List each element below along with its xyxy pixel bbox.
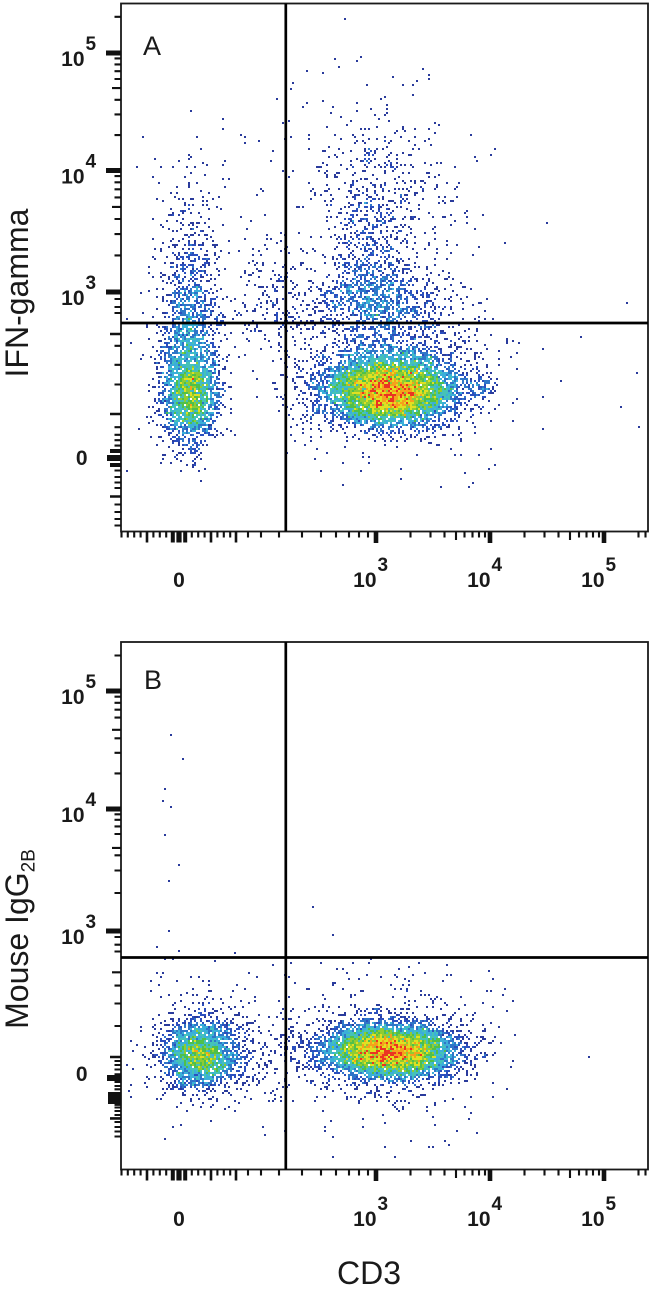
svg-text:10: 10 — [61, 926, 84, 949]
svg-text:10: 10 — [353, 569, 376, 592]
svg-text:5: 5 — [86, 34, 97, 55]
svg-text:10: 10 — [467, 1208, 490, 1231]
svg-text:0: 0 — [173, 569, 185, 592]
svg-text:4: 4 — [86, 152, 97, 173]
svg-text:A: A — [143, 31, 161, 61]
svg-text:5: 5 — [606, 555, 617, 576]
svg-text:B: B — [144, 665, 162, 695]
svg-text:10: 10 — [581, 1208, 604, 1231]
svg-text:CD3: CD3 — [337, 1255, 401, 1291]
svg-text:10: 10 — [61, 804, 84, 827]
svg-text:3: 3 — [378, 555, 389, 576]
svg-text:10: 10 — [581, 569, 604, 592]
svg-text:0: 0 — [76, 447, 88, 470]
svg-text:3: 3 — [378, 1194, 389, 1215]
svg-text:10: 10 — [467, 569, 490, 592]
svg-text:4: 4 — [492, 1194, 503, 1215]
svg-text:0: 0 — [173, 1208, 185, 1231]
svg-text:IFN-gamma: IFN-gamma — [0, 208, 35, 377]
svg-text:10: 10 — [61, 166, 84, 189]
svg-text:0: 0 — [76, 1063, 88, 1086]
svg-text:10: 10 — [353, 1208, 376, 1231]
svg-text:10: 10 — [61, 287, 84, 310]
svg-text:4: 4 — [492, 555, 503, 576]
svg-text:3: 3 — [86, 912, 97, 933]
svg-text:10: 10 — [61, 686, 84, 709]
svg-text:5: 5 — [606, 1194, 617, 1215]
svg-text:4: 4 — [86, 790, 97, 811]
svg-text:5: 5 — [86, 672, 97, 693]
svg-text:Mouse IgG2B: Mouse IgG2B — [0, 849, 40, 1029]
svg-text:10: 10 — [61, 48, 84, 71]
svg-text:3: 3 — [86, 273, 97, 294]
